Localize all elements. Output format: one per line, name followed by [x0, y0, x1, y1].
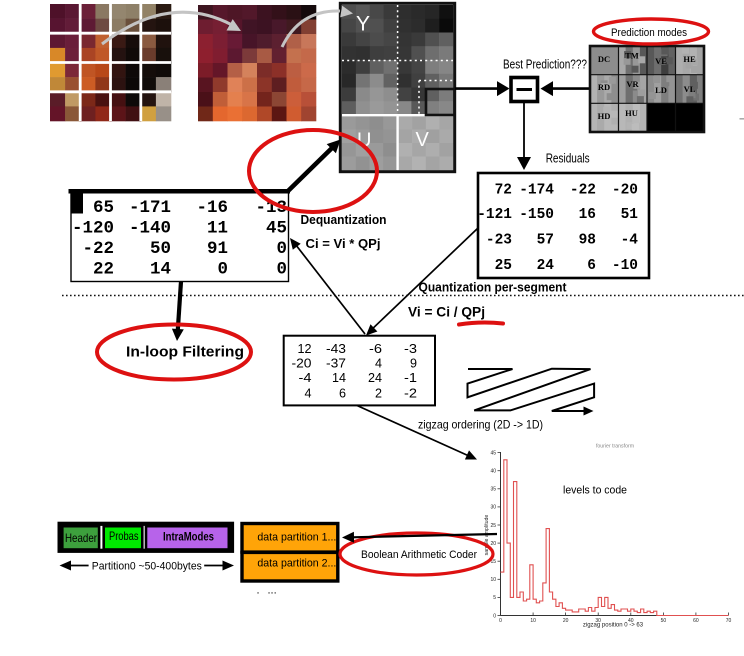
svg-text:15: 15	[490, 559, 496, 565]
svg-text:HE: HE	[683, 54, 696, 64]
svg-text:DC: DC	[598, 54, 610, 64]
svg-text:Quantization per-segment: Quantization per-segment	[419, 280, 568, 295]
svg-text:-16: -16	[197, 198, 229, 218]
svg-text:HU: HU	[625, 108, 638, 118]
svg-text:-37: -37	[326, 356, 346, 371]
svg-text:-171: -171	[129, 198, 171, 218]
svg-text:6: 6	[587, 257, 596, 274]
svg-text:VR: VR	[626, 79, 639, 89]
svg-text:45: 45	[490, 450, 496, 456]
svg-text:16: 16	[579, 206, 596, 223]
svg-text:-3: -3	[404, 341, 417, 356]
svg-text:-10: -10	[612, 257, 638, 274]
svg-text:zigzag ordering (2D -> 1D): zigzag ordering (2D -> 1D)	[418, 418, 543, 432]
svg-text:Header: Header	[65, 531, 97, 545]
svg-text:-20: -20	[292, 356, 312, 371]
svg-text:4: 4	[375, 356, 382, 371]
svg-text:Probas: Probas	[109, 529, 139, 543]
svg-text:22: 22	[93, 260, 114, 280]
svg-text:LD: LD	[655, 85, 667, 95]
svg-text:5: 5	[493, 595, 496, 601]
svg-text:-23: -23	[486, 232, 512, 249]
svg-text:V: V	[416, 129, 430, 151]
svg-text:-2: -2	[404, 386, 417, 401]
svg-text:VL: VL	[684, 84, 696, 94]
svg-text:50: 50	[150, 239, 171, 259]
svg-text:20: 20	[490, 541, 496, 547]
svg-text:Ci = Vi * QPj: Ci = Vi * QPj	[306, 236, 381, 251]
svg-text:Partition0 ~50-400bytes: Partition0 ~50-400bytes	[92, 561, 202, 573]
svg-text:data partition 1...: data partition 1...	[257, 531, 336, 543]
svg-text:6: 6	[339, 386, 346, 401]
svg-text:4: 4	[305, 386, 312, 401]
svg-text:Prediction modes: Prediction modes	[611, 27, 687, 39]
svg-text:24: 24	[537, 257, 554, 274]
svg-text:-4: -4	[621, 232, 638, 249]
svg-text:60: 60	[693, 618, 699, 624]
svg-text:VE: VE	[655, 56, 667, 66]
svg-text:...: ...	[268, 585, 277, 597]
svg-text:-20: -20	[612, 182, 638, 199]
svg-text:10: 10	[530, 618, 536, 624]
svg-text:9: 9	[410, 356, 417, 371]
svg-text:0: 0	[277, 260, 288, 280]
svg-text:-120: -120	[72, 219, 114, 239]
svg-text:12: 12	[298, 341, 312, 356]
svg-text:91: 91	[207, 239, 228, 259]
svg-text:zigzag position 0 -> 63: zigzag position 0 -> 63	[583, 623, 644, 629]
svg-text:Dequantization: Dequantization	[301, 213, 387, 227]
svg-text:-6: -6	[369, 341, 382, 356]
svg-text:Y: Y	[356, 13, 370, 36]
svg-text:20: 20	[563, 618, 569, 624]
svg-text:65: 65	[93, 198, 114, 218]
svg-text:45: 45	[266, 219, 287, 239]
svg-text:levels to code: levels to code	[563, 485, 627, 497]
svg-text:2: 2	[375, 386, 382, 401]
svg-text:57: 57	[537, 232, 554, 249]
svg-text:40: 40	[490, 469, 496, 475]
svg-text:0: 0	[499, 618, 502, 624]
svg-text:10: 10	[490, 577, 496, 583]
svg-text:-174: -174	[519, 182, 554, 199]
svg-text:24: 24	[368, 370, 382, 385]
svg-text:Vi = Ci / QPj: Vi = Ci / QPj	[408, 305, 485, 320]
svg-text:40: 40	[628, 618, 634, 624]
svg-text:98: 98	[579, 232, 596, 249]
svg-text:30: 30	[490, 505, 496, 511]
svg-text:-150: -150	[519, 206, 554, 223]
svg-text:data partition 2...: data partition 2...	[257, 558, 336, 570]
svg-text:50: 50	[661, 618, 667, 624]
svg-text:25: 25	[490, 523, 496, 529]
svg-text:-121: -121	[477, 206, 512, 223]
svg-text:11: 11	[207, 219, 228, 239]
svg-text:.: .	[257, 585, 260, 597]
svg-text:51: 51	[621, 206, 638, 223]
svg-text:Residuals: Residuals	[546, 152, 590, 166]
svg-text:0: 0	[277, 239, 288, 259]
svg-text:72: 72	[495, 182, 512, 199]
svg-text:0: 0	[218, 260, 229, 280]
svg-text:-22: -22	[570, 182, 596, 199]
svg-text:25: 25	[495, 257, 512, 274]
svg-text:35: 35	[490, 487, 496, 493]
svg-text:30: 30	[595, 618, 601, 624]
svg-text:14: 14	[332, 370, 346, 385]
svg-text:70: 70	[726, 618, 732, 624]
svg-text:0: 0	[493, 613, 496, 619]
svg-text:-22: -22	[83, 239, 115, 259]
svg-text:In-loop Filtering: In-loop Filtering	[126, 345, 244, 361]
svg-text:Best Prediction???: Best Prediction???	[503, 57, 587, 72]
svg-text:Boolean Arithmetic Coder: Boolean Arithmetic Coder	[361, 549, 477, 561]
svg-text:fourier transform: fourier transform	[596, 444, 634, 450]
svg-text:IntraModes: IntraModes	[163, 530, 214, 544]
svg-text:RD: RD	[598, 82, 610, 92]
svg-text:HD: HD	[598, 111, 611, 121]
svg-text:-4: -4	[299, 370, 312, 385]
svg-text:TM: TM	[625, 51, 639, 61]
svg-text:-140: -140	[129, 219, 171, 239]
svg-text:14: 14	[150, 260, 171, 280]
svg-text:-43: -43	[326, 341, 346, 356]
svg-text:-13: -13	[256, 198, 288, 218]
svg-text:-1: -1	[404, 370, 417, 385]
